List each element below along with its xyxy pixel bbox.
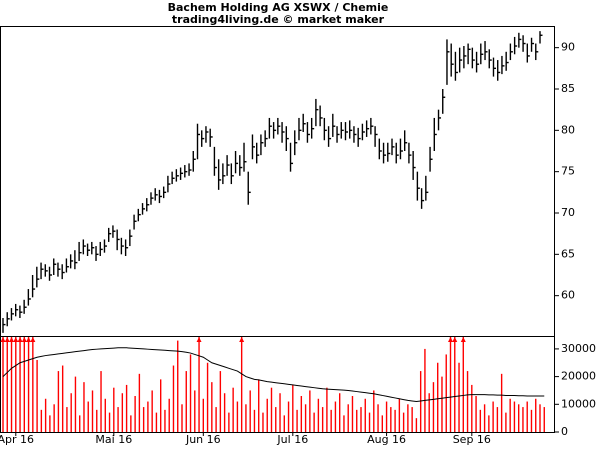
volume-frame [0,336,555,433]
y-tick-label: 80 [561,123,575,136]
x-tick-label: Jul 16 [276,433,308,446]
clip-arrow [448,337,453,342]
chart-subtitle: trading4living.de © market maker [172,13,385,26]
chart-title: Bachem Holding AG XSWX / Chemie [168,1,389,14]
clip-arrow [460,337,466,342]
clip-arrow [452,337,458,342]
volume-average [2,347,545,403]
y-tick-label: 75 [561,165,575,178]
x-tick-label: Aug 16 [367,433,406,446]
y-tick-label: 90 [561,41,575,54]
y-tick-label: 30000 [561,342,596,355]
clip-arrow [26,337,32,342]
x-tick-label: Jun 16 [185,433,221,446]
x-tick-label: Mai 16 [95,433,132,446]
clip-arrow [30,337,36,342]
y-tick-label: 60 [561,289,575,302]
y-tick-label: 10000 [561,397,596,410]
clip-arrow [239,337,245,342]
clip-arrow [9,337,15,342]
clip-arrow [0,337,6,342]
clip-arrow [4,337,10,342]
clip-arrow [13,337,19,342]
x-tick-label: Sep 16 [453,433,491,446]
y-tick-label: 0 [561,425,568,438]
clip-arrow [17,337,23,342]
y-tick-label: 65 [561,247,575,260]
clip-arrow [21,337,27,342]
y-tick-label: 20000 [561,370,596,383]
y-tick-label: 85 [561,82,575,95]
x-tick-label: Apr 16 [0,433,34,446]
clip-arrow [196,337,202,342]
y-tick-label: 70 [561,206,575,219]
